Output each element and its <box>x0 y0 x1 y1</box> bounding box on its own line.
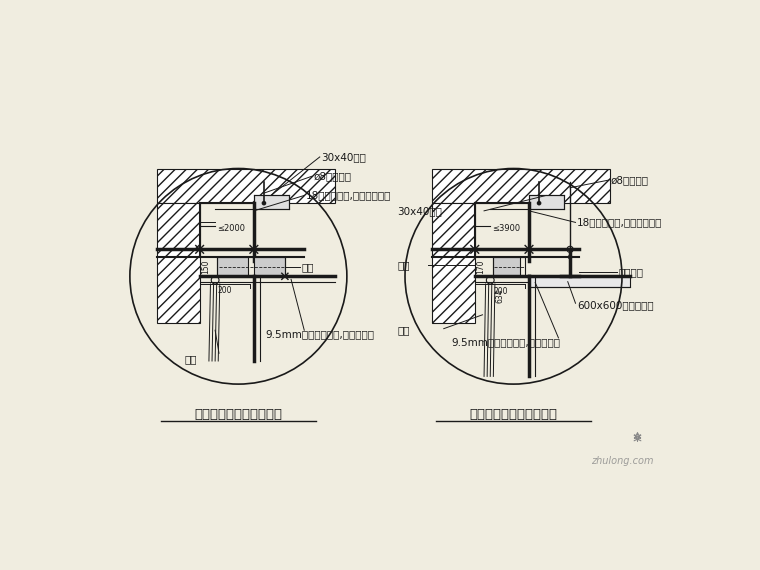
Text: zhulong.com: zhulong.com <box>591 456 654 466</box>
Text: 30x40木方: 30x40木方 <box>321 152 366 162</box>
Bar <box>217 257 249 276</box>
Text: 18厚细木工板,防腐防火处理: 18厚细木工板,防腐防火处理 <box>577 217 663 227</box>
Text: 18厚细木工板,防腐防火处理: 18厚细木工板,防腐防火处理 <box>306 190 391 201</box>
Text: 轻钢龙骨: 轻钢龙骨 <box>618 267 643 278</box>
Text: 600x600矿棉板吊板: 600x600矿棉板吊板 <box>577 300 654 311</box>
Text: 634: 634 <box>496 288 505 303</box>
Bar <box>254 196 289 209</box>
Text: ≤3900: ≤3900 <box>492 224 520 233</box>
Bar <box>157 169 335 203</box>
Text: 滑道: 滑道 <box>397 260 410 270</box>
Text: 矿棉板吊顶窗帘盒剖面图: 矿棉板吊顶窗帘盒剖面图 <box>470 408 558 421</box>
Text: 石膏板吊顶窗帘盒剖面图: 石膏板吊顶窗帘盒剖面图 <box>195 408 283 421</box>
Circle shape <box>261 201 266 205</box>
Text: 200: 200 <box>218 286 233 295</box>
Text: ø8镀锌吊杆: ø8镀锌吊杆 <box>610 175 648 185</box>
Text: 9.5mm厚石膏板吊顶,白色乳胶漆: 9.5mm厚石膏板吊顶,白色乳胶漆 <box>451 337 560 347</box>
Text: 窗帘: 窗帘 <box>397 325 410 335</box>
Text: 9.5mm厚石膏板吊顶,白色乳胶漆: 9.5mm厚石膏板吊顶,白色乳胶漆 <box>265 329 375 339</box>
Text: 150: 150 <box>201 260 211 274</box>
Bar <box>432 203 475 323</box>
Bar <box>492 257 520 276</box>
Bar <box>254 257 285 276</box>
Bar <box>529 276 630 287</box>
Text: 滑道: 滑道 <box>302 262 315 272</box>
Text: 200: 200 <box>493 287 508 296</box>
Bar <box>529 196 564 209</box>
Text: 30x40木方: 30x40木方 <box>397 206 442 216</box>
Text: ≤2000: ≤2000 <box>217 224 245 233</box>
Circle shape <box>537 201 541 205</box>
Text: 窗帘: 窗帘 <box>184 355 197 364</box>
Text: 170: 170 <box>477 260 486 274</box>
Bar <box>157 203 200 323</box>
Bar <box>432 169 610 203</box>
Text: ø8镀锌吊杆: ø8镀锌吊杆 <box>314 171 352 181</box>
Circle shape <box>568 255 572 259</box>
